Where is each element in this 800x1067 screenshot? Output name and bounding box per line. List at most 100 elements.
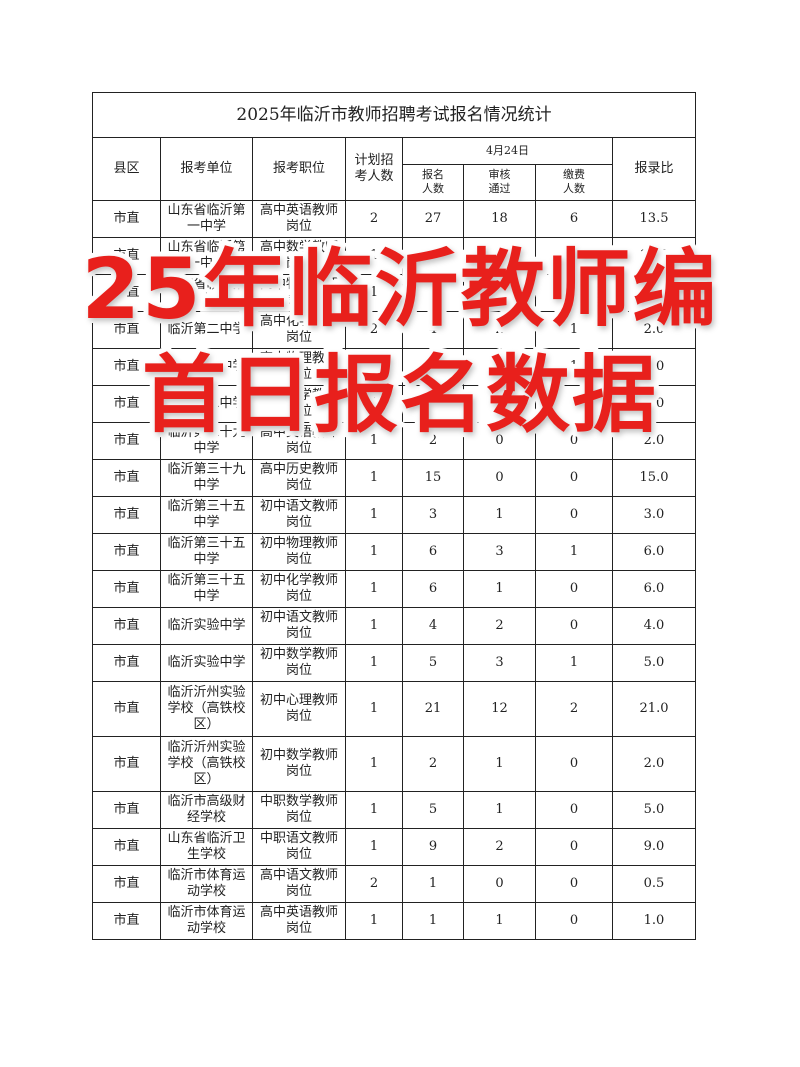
table-cell: 12 xyxy=(463,681,536,737)
table-cell: 13.5 xyxy=(611,200,697,238)
table-cell: 1 xyxy=(463,736,536,792)
table-cell: 市直 xyxy=(92,533,161,571)
table-cell: 2 xyxy=(345,865,403,903)
table-cell: 临沂市体育运动学校 xyxy=(160,865,253,903)
table-cell: 15.0 xyxy=(611,459,697,497)
table-cell: 初中数学教师岗位 xyxy=(252,644,346,682)
table-cell: 6.0 xyxy=(611,570,697,608)
table-cell: 3 xyxy=(463,274,536,312)
header-cell: 报录比 xyxy=(611,137,697,201)
table-cell: 高中历史教师岗位 xyxy=(252,459,346,497)
table-cell: 3.0 xyxy=(611,385,697,423)
table-cell: 3 xyxy=(463,644,536,682)
table-row: 市直 临沂第三十九中学 高中历史教师岗位 1 15 0 0 15.0 xyxy=(92,459,697,497)
header-cell: 4月24日 xyxy=(402,137,613,165)
table-cell: 2 xyxy=(535,681,613,737)
table-cell: 1 xyxy=(402,902,464,940)
table-cell: 高中化学教师岗位 xyxy=(252,311,346,349)
header-cell: 报考职位 xyxy=(252,137,346,201)
table-cell: 1 xyxy=(463,348,536,386)
table-cell: 临沂第二中学 xyxy=(160,311,253,349)
table-cell: 1 xyxy=(345,570,403,608)
table-cell: 5.0 xyxy=(611,791,697,829)
table-cell: 1 xyxy=(345,385,403,423)
table-cell: 临沂第二中学 xyxy=(160,348,253,386)
table-cell: 高中英语教师岗位 xyxy=(252,422,346,460)
table-cell: 1.0 xyxy=(611,902,697,940)
table-cell: 1 xyxy=(463,791,536,829)
table-row: 市直 临沂第三十五中学 初中语文教师岗位 1 3 1 0 3.0 xyxy=(92,496,697,534)
table-cell: 临沂第三十五中学 xyxy=(160,496,253,534)
header-cell: 报名人数 xyxy=(402,164,464,201)
table-cell: 1 xyxy=(345,791,403,829)
table-cell: 9 xyxy=(402,828,464,866)
table-cell: 初中数学教师岗位 xyxy=(252,736,346,792)
table-cell: 高中物理教师岗位 xyxy=(252,348,346,386)
header-text: 报名人数 xyxy=(422,168,444,195)
table-cell: 0.5 xyxy=(611,865,697,903)
table-row: 市直 临沂沂州实验学校（高铁校区） 初中数学教师岗位 1 2 1 0 2.0 xyxy=(92,736,697,792)
table-cell: 5 xyxy=(402,791,464,829)
table-cell: 2 xyxy=(402,422,464,460)
table-cell: 21 xyxy=(402,681,464,737)
table-cell: 0 xyxy=(535,570,613,608)
table-cell: 高中语文教师岗位 xyxy=(252,865,346,903)
table-cell: 2 xyxy=(463,607,536,645)
table-cell: 1 xyxy=(402,865,464,903)
table-row: 市直 临沂第三十九中学 高中英语教师岗位 1 2 0 0 2.0 xyxy=(92,422,697,460)
table-cell: 高中数学教师岗位 xyxy=(252,385,346,423)
table-cell: 市直 xyxy=(92,736,161,792)
table-cell: 4.0 xyxy=(611,607,697,645)
table-cell: 1.0 xyxy=(611,348,697,386)
table-cell: 15 xyxy=(402,459,464,497)
table-cell: 27 xyxy=(402,200,464,238)
header-cell: 审核通过 xyxy=(463,164,536,201)
table-cell: 9.0 xyxy=(611,828,697,866)
table-cell: 临沂市体育运动学校 xyxy=(160,902,253,940)
table-cell: 临沂沂州实验学校（高铁校区） xyxy=(160,736,253,792)
table-cell: 0 xyxy=(535,791,613,829)
table-cell: 1 xyxy=(535,644,613,682)
table-cell: 5 xyxy=(402,644,464,682)
table-cell: 高中数学教师岗位 xyxy=(252,237,346,275)
table-cell: 临沂沂州实验学校（高铁校区） xyxy=(160,681,253,737)
table-cell: 0 xyxy=(535,736,613,792)
table-cell: 1 xyxy=(345,533,403,571)
header-text: 审核通过 xyxy=(488,168,511,195)
table-cell: 2.0 xyxy=(611,736,697,792)
table-cell: 临沂第三十九中学 xyxy=(160,422,253,460)
table-cell: 市直 xyxy=(92,828,161,866)
table-cell: 1 xyxy=(345,736,403,792)
header-cell: 县区 xyxy=(92,137,161,201)
table-cell: 1 xyxy=(463,496,536,534)
table-cell: 市直 xyxy=(92,422,161,460)
table-cell: 市直 xyxy=(92,496,161,534)
table-cell: 高中英语教师岗位 xyxy=(252,902,346,940)
header-cell: 计划招考人数 xyxy=(345,137,403,201)
table-cell: 市直 xyxy=(92,570,161,608)
table-cell: 临沂实验中学 xyxy=(160,644,253,682)
table-cell: 2 xyxy=(463,828,536,866)
overlay-line: 首日报名数据 xyxy=(137,341,661,449)
table-cell: 临沂实验中学 xyxy=(160,607,253,645)
table-cell: 市直 xyxy=(92,348,161,386)
table-cell: 1 xyxy=(345,644,403,682)
table-cell: 临沂第三十五中学 xyxy=(160,570,253,608)
table-cell: 1 xyxy=(345,828,403,866)
table-cell: 初中物理教师岗位 xyxy=(252,533,346,571)
overlay-line: 25年临沂教师编 xyxy=(77,235,722,343)
table-cell: 市直 xyxy=(92,644,161,682)
table-cell: 1 xyxy=(535,533,613,571)
table-cell: 临沂第三十五中学 xyxy=(160,533,253,571)
table-cell: 3.0 xyxy=(611,496,697,534)
table-cell: 市直 xyxy=(92,311,161,349)
table-cell: 0 xyxy=(535,865,613,903)
table-row: 市直 临沂第三十五中学 初中物理教师岗位 1 6 3 1 6.0 xyxy=(92,533,697,571)
table-cell: 2 xyxy=(535,385,613,423)
table-cell: 0 xyxy=(463,459,536,497)
table-cell: 山东省临沂第一中学 xyxy=(160,200,253,238)
table-cell: 市直 xyxy=(92,607,161,645)
table-row: 市直 临沂市体育运动学校 高中英语教师岗位 1 1 1 0 1.0 xyxy=(92,902,697,940)
table-cell: 6 xyxy=(402,533,464,571)
